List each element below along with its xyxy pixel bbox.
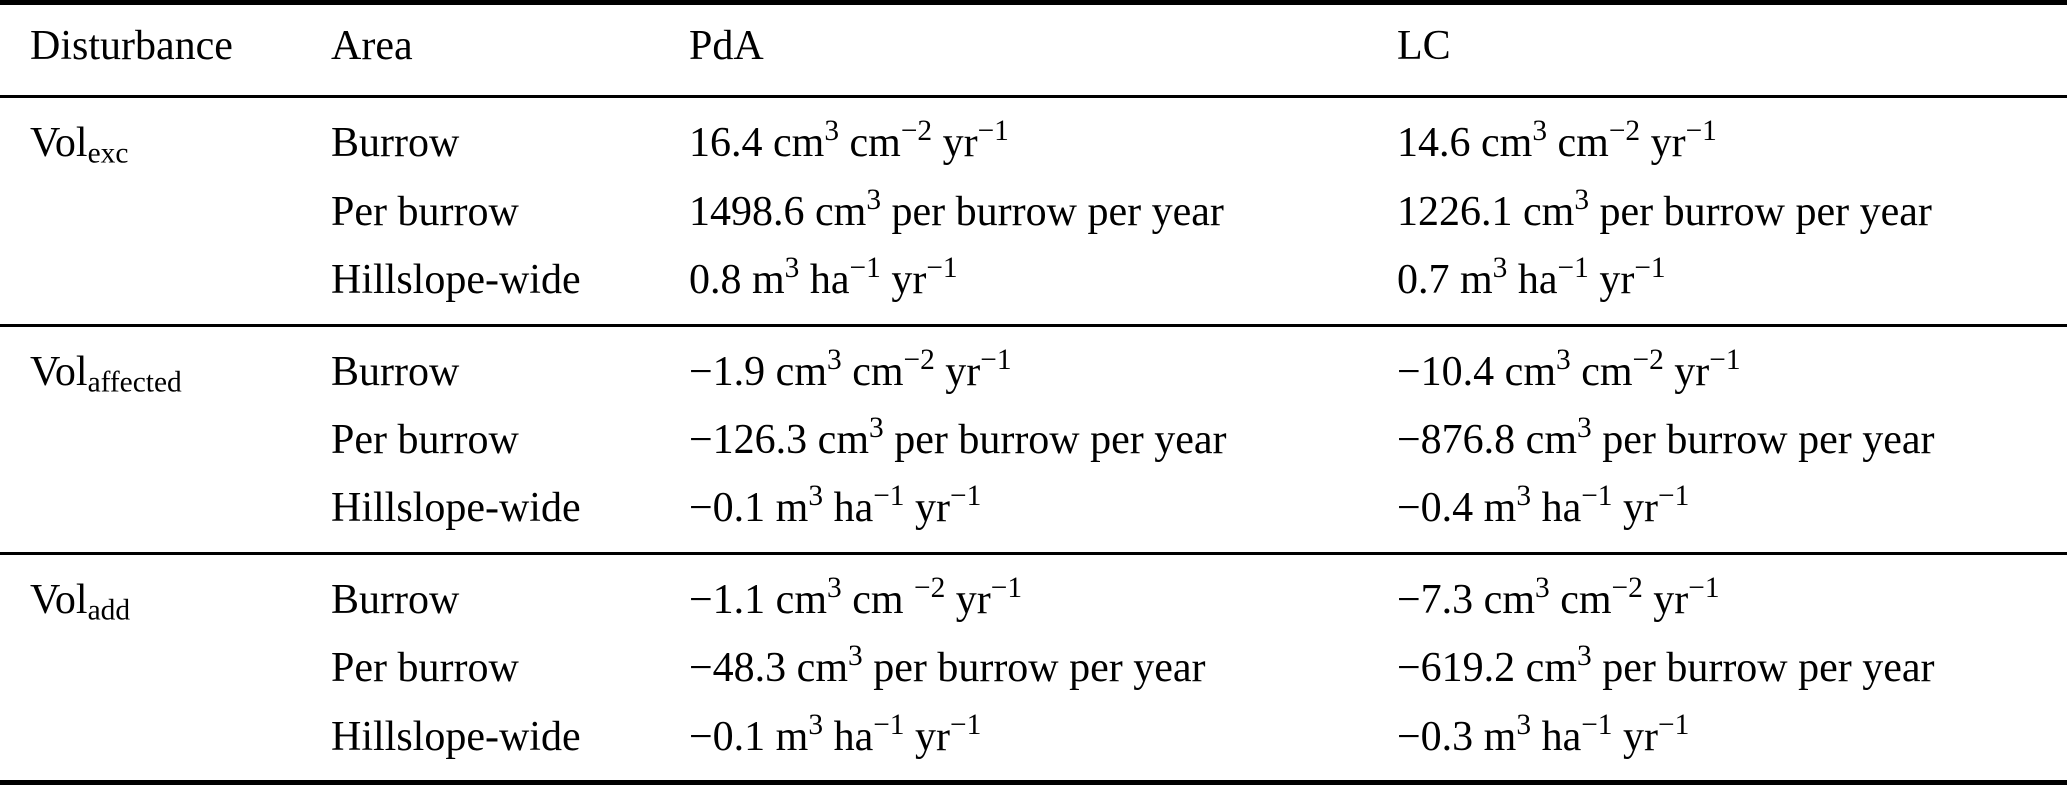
table-row: Volexc Burrow 16.4 cm3 cm−2 yr−1 14.6 cm… [0,97,2067,178]
area-cell: Per burrow [331,645,519,692]
lc-value: −0.3 m3 ha−1 yr−1 [1397,708,1690,760]
lc-value: −0.4 m3 ha−1 yr−1 [1397,480,1690,532]
table-row: Per burrow 1498.6 cm3 per burrow per yea… [0,178,2067,246]
area-cell: Per burrow [331,416,519,463]
disturbance-cell: Volexc [30,120,129,170]
pda-value: −0.1 m3 ha−1 yr−1 [689,708,982,760]
disturbance-cell: Voladd [30,576,131,627]
pda-value: −126.3 cm3 per burrow per year [689,411,1227,463]
area-cell: Hillslope-wide [331,485,581,532]
group-vol-affected: Volaffected Burrow −1.9 cm3 cm−2 yr−1 −1… [0,325,2067,553]
table-row: Voladd Burrow −1.1 cm3 cm −2 yr−1 −7.3 c… [0,553,2067,634]
disturbance-cell: Volaffected [30,348,182,399]
table-row: Hillslope-wide −0.1 m3 ha−1 yr−1 −0.4 m3… [0,474,2067,553]
table-row: Per burrow −48.3 cm3 per burrow per year… [0,634,2067,702]
area-cell: Hillslope-wide [331,257,581,304]
lc-value: −7.3 cm3 cm−2 yr−1 [1397,571,1720,623]
table-row: Per burrow −126.3 cm3 per burrow per yea… [0,406,2067,474]
pda-value: −0.1 m3 ha−1 yr−1 [689,480,982,532]
area-cell: Burrow [331,120,460,167]
pda-value: −48.3 cm3 per burrow per year [689,639,1206,692]
table-row: Hillslope-wide 0.8 m3 ha−1 yr−1 0.7 m3 h… [0,246,2067,325]
lc-value: 0.7 m3 ha−1 yr−1 [1397,252,1666,304]
pda-value: 16.4 cm3 cm−2 yr−1 [689,115,1009,167]
pda-value: −1.1 cm3 cm −2 yr−1 [689,571,1023,623]
pda-value: 1498.6 cm3 per burrow per year [689,183,1224,235]
lc-value: −10.4 cm3 cm−2 yr−1 [1397,343,1741,395]
col-header-pda: PdA [689,23,764,69]
group-vol-exc: Volexc Burrow 16.4 cm3 cm−2 yr−1 14.6 cm… [0,96,2067,325]
area-cell: Burrow [331,348,460,395]
area-cell: Hillslope-wide [331,713,581,760]
lc-value: 1226.1 cm3 per burrow per year [1397,183,1932,235]
col-header-disturbance: Disturbance [30,23,233,69]
lc-value: −619.2 cm3 per burrow per year [1397,639,1935,692]
col-header-area: Area [331,23,413,69]
table-row: Hillslope-wide −0.1 m3 ha−1 yr−1 −0.3 m3… [0,703,2067,783]
col-header-lc: LC [1397,23,1451,69]
table-row: Volaffected Burrow −1.9 cm3 cm−2 yr−1 −1… [0,325,2067,406]
area-cell: Per burrow [331,188,519,235]
area-cell: Burrow [331,576,460,623]
lc-value: −876.8 cm3 per burrow per year [1397,411,1935,463]
table-header-row: Disturbance Area PdA LC [0,3,2067,97]
pda-value: −1.9 cm3 cm−2 yr−1 [689,343,1012,395]
group-vol-add: Voladd Burrow −1.1 cm3 cm −2 yr−1 −7.3 c… [0,553,2067,782]
pda-value: 0.8 m3 ha−1 yr−1 [689,252,958,304]
lc-value: 14.6 cm3 cm−2 yr−1 [1397,115,1717,167]
